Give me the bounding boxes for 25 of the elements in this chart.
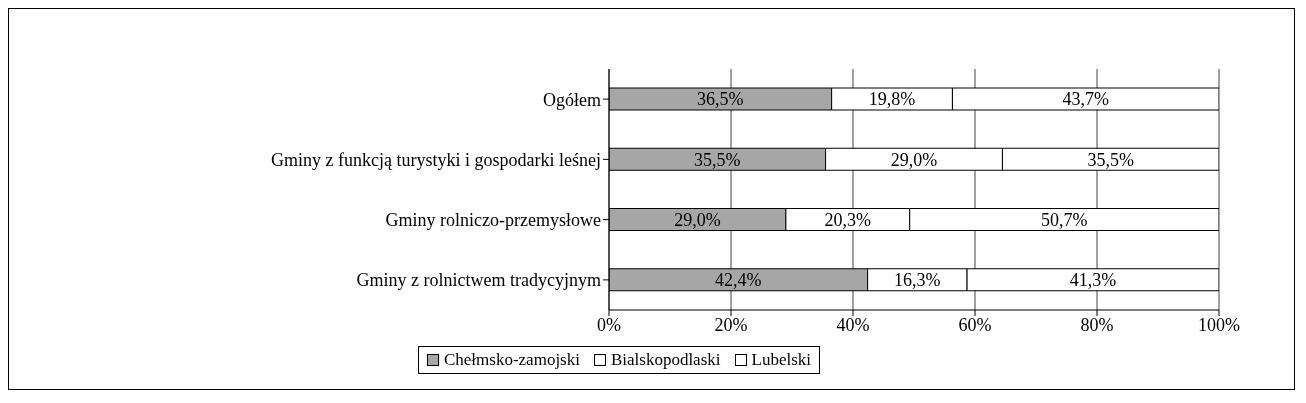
x-tick-label: 80% (1080, 314, 1114, 335)
data-label: 19,8% (868, 89, 916, 110)
legend-label: Lubelski (750, 350, 812, 370)
data-label: 35,5% (694, 149, 741, 170)
y-tick-label: Gminy z rolnictwem tradycyjnym (356, 270, 601, 291)
x-tick-label: 0% (597, 314, 621, 335)
y-tick-label: Gminy rolniczo-przemysłowe (385, 210, 602, 231)
data-label: 29,0% (890, 149, 938, 170)
x-tick-label: 40% (836, 314, 870, 335)
x-tick-label: 60% (958, 314, 992, 335)
data-label: 35,5% (1087, 149, 1134, 170)
y-tick-label: Ogółem (543, 89, 601, 110)
data-label: 50,7% (1041, 209, 1088, 230)
data-label: 16,3% (894, 270, 941, 291)
y-tick-label: Gminy z funkcją turystyki i gospodarki leśnej (271, 149, 601, 170)
x-tick-label: 100% (1198, 314, 1240, 335)
data-label: 36,5% (697, 89, 744, 110)
data-label: 29,0% (674, 209, 721, 230)
x-tick-label: 20% (714, 314, 748, 335)
data-label: 43,7% (1062, 89, 1109, 110)
legend-label: Bialskopodlaski (609, 350, 721, 370)
data-label: 41,3% (1069, 270, 1117, 291)
legend-label: Chełmsko-zamojski (442, 350, 580, 370)
data-label: 20,3% (824, 209, 872, 230)
data-label: 42,4% (715, 270, 762, 291)
